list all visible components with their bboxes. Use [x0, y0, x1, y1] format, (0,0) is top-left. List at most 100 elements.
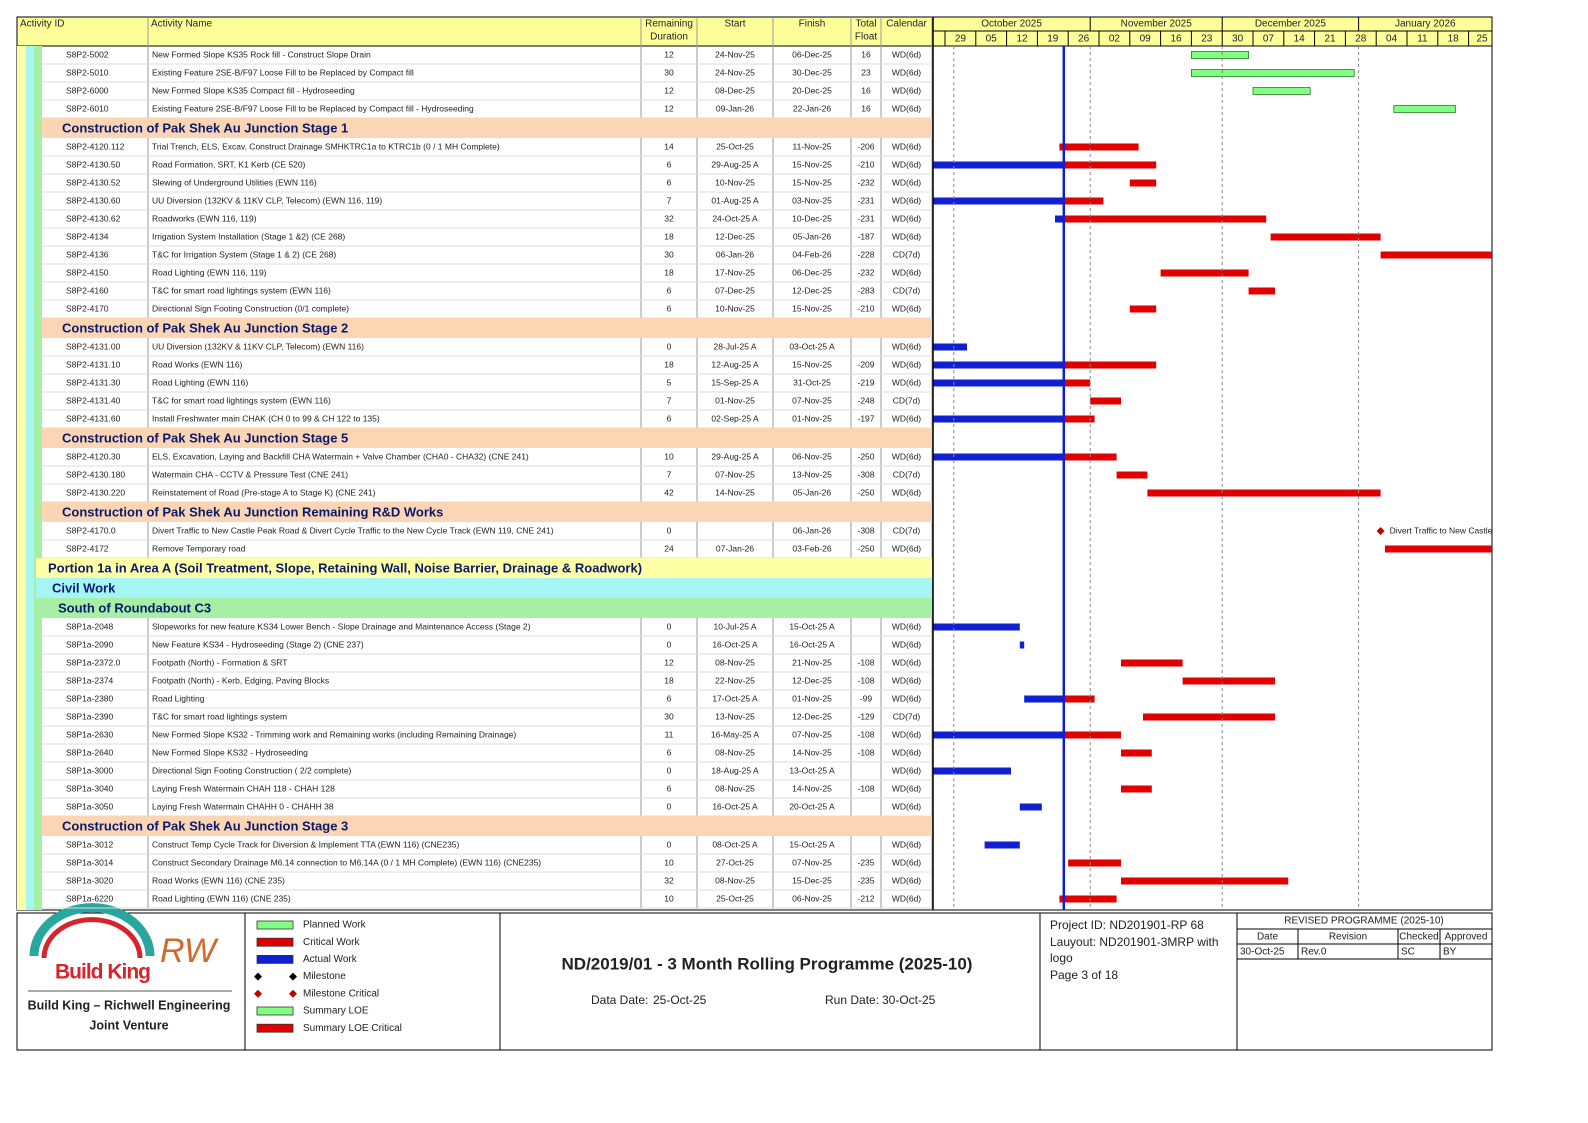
gantt-bar — [1248, 287, 1275, 295]
cell-duration: 0 — [667, 765, 672, 775]
cell-finish: 15-Nov-25 — [792, 303, 832, 313]
cell-float: -308 — [857, 469, 874, 479]
cell-float: 23 — [861, 67, 871, 77]
wbs-strip — [26, 46, 34, 910]
legend-label: Planned Work — [303, 920, 367, 931]
cell-start: 12-Aug-25 A — [711, 359, 759, 369]
gantt-bar — [1270, 233, 1381, 241]
cell-start: 10-Nov-25 — [715, 303, 755, 313]
column-header: Duration — [650, 32, 688, 43]
cell-duration: 18 — [664, 231, 674, 241]
cell-start: 24-Oct-25 A — [712, 213, 758, 223]
week-label: 25 — [1476, 34, 1488, 45]
data-date-label: Data Date: — [591, 993, 648, 1007]
cell-calendar: WD(6d) — [892, 639, 921, 649]
cell-calendar: WD(6d) — [892, 783, 921, 793]
cell-float: -235 — [857, 857, 874, 867]
cell-calendar: WD(6d) — [892, 85, 921, 95]
activity-id: S8P2-4131.40 — [66, 395, 121, 405]
cell-finish: 16-Oct-25 A — [789, 639, 835, 649]
revision-cell: 30-Oct-25 — [1240, 947, 1285, 958]
activity-name: Divert Traffic to New Castle Peak Road &… — [152, 525, 554, 535]
gantt-bar — [933, 197, 1064, 205]
gantt-bar — [933, 767, 1011, 775]
cell-duration: 0 — [667, 801, 672, 811]
activity-name: Directional Sign Footing Construction ( … — [152, 765, 352, 775]
activity-id: S8P2-4130.180 — [66, 469, 125, 479]
activity-id: S8P1a-2090 — [66, 639, 114, 649]
cell-calendar: WD(6d) — [892, 765, 921, 775]
activity-name: Existing Feature 2SE-B/F97 Loose Fill to… — [152, 103, 474, 113]
cell-start: 12-Dec-25 — [715, 231, 755, 241]
wbs-strip — [17, 46, 26, 910]
cell-float: -232 — [857, 267, 874, 277]
cell-calendar: WD(6d) — [892, 413, 921, 423]
cell-float: -212 — [857, 893, 874, 903]
cell-duration: 6 — [667, 159, 672, 169]
gantt-bar — [1063, 161, 1157, 169]
cell-finish: 15-Dec-25 — [792, 875, 832, 885]
gantt-bar — [1121, 877, 1289, 885]
revision-cell: SC — [1401, 947, 1415, 958]
cell-calendar: WD(6d) — [892, 487, 921, 497]
cell-finish: 15-Oct-25 A — [789, 839, 835, 849]
cell-duration: 7 — [667, 395, 672, 405]
cell-duration: 30 — [664, 249, 674, 259]
cell-calendar: WD(6d) — [892, 49, 921, 59]
cell-finish: 12-Dec-25 — [792, 285, 832, 295]
area-band — [36, 578, 932, 598]
week-label: 16 — [1170, 34, 1182, 45]
week-label: 04 — [1386, 34, 1398, 45]
activity-id: S8P1a-3012 — [66, 839, 114, 849]
activity-name: Install Freshwater main CHAK (CH 0 to 99… — [152, 413, 380, 423]
gantt-bar — [1129, 305, 1157, 313]
gantt-bar — [1063, 215, 1267, 223]
gantt-bar — [1063, 415, 1095, 423]
column-header: Float — [855, 32, 877, 43]
week-label: 14 — [1294, 34, 1306, 45]
legend-label: Critical Work — [303, 937, 360, 948]
cell-finish: 06-Nov-25 — [792, 451, 832, 461]
activity-id: S8P2-4130.220 — [66, 487, 125, 497]
cell-float: -210 — [857, 159, 874, 169]
portion-title: Portion 1a in Area A (Soil Treatment, Sl… — [48, 560, 642, 575]
cell-duration: 32 — [664, 875, 674, 885]
gantt-bar — [1090, 397, 1121, 405]
layout-name: logo — [1050, 951, 1073, 965]
cell-finish: 06-Dec-25 — [792, 49, 832, 59]
revision-column: Approved — [1445, 932, 1488, 943]
milestone — [1376, 527, 1385, 535]
activity-id: S8P2-6000 — [66, 85, 109, 95]
cell-finish: 07-Nov-25 — [792, 857, 832, 867]
cell-start: 29-Aug-25 A — [711, 159, 759, 169]
gantt-bar — [1182, 677, 1275, 685]
run-date-value: 30-Oct-25 — [882, 993, 936, 1007]
legend-label: Summary LOE Critical — [303, 1023, 402, 1034]
activity-name: T&C for smart road lightings system (EWN… — [152, 285, 331, 295]
gantt-bar — [1380, 251, 1492, 259]
revision-cell: BY — [1443, 947, 1457, 958]
cell-finish: 06-Nov-25 — [792, 893, 832, 903]
cell-calendar: WD(6d) — [892, 893, 921, 903]
column-header: Remaining — [645, 19, 693, 30]
cell-calendar: WD(6d) — [892, 213, 921, 223]
section-band — [42, 598, 932, 618]
week-label: 26 — [1078, 34, 1090, 45]
gantt-bar — [1121, 659, 1183, 667]
gantt-bar — [1063, 731, 1121, 739]
cell-finish: 15-Oct-25 A — [789, 621, 835, 631]
gantt-bar — [1024, 695, 1064, 703]
activity-name: Road Lighting (EWN 116) — [152, 377, 248, 387]
activity-id: S8P2-4160 — [66, 285, 109, 295]
cell-duration: 6 — [667, 413, 672, 423]
cell-start: 10-Nov-25 — [715, 177, 755, 187]
cell-calendar: WD(6d) — [892, 621, 921, 631]
cell-duration: 10 — [664, 893, 674, 903]
cell-calendar: WD(6d) — [892, 67, 921, 77]
cell-calendar: WD(6d) — [892, 303, 921, 313]
cell-float: -210 — [857, 303, 874, 313]
legend-label: Actual Work — [303, 954, 358, 965]
cell-duration: 12 — [664, 657, 674, 667]
cell-duration: 6 — [667, 747, 672, 757]
column-header: Activity Name — [151, 19, 213, 30]
